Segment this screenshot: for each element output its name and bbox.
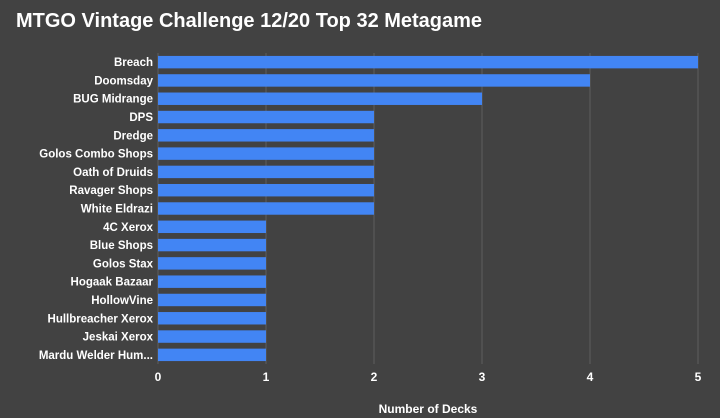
bar xyxy=(158,74,590,87)
category-label: Dredge xyxy=(113,130,153,142)
bar xyxy=(158,129,374,142)
category-label: Ravager Shops xyxy=(69,185,153,197)
x-tick-label: 0 xyxy=(155,370,162,384)
bar xyxy=(158,110,374,124)
category-label: Hogaak Bazaar xyxy=(71,277,154,289)
x-tick-label: 1 xyxy=(263,370,270,384)
category-label: Golos Combo Shops xyxy=(39,149,153,161)
category-label: HollowVine xyxy=(91,295,153,307)
bar xyxy=(158,165,374,179)
x-tick-label: 3 xyxy=(479,370,486,384)
bar xyxy=(158,293,266,307)
x-tick-label: 5 xyxy=(695,370,702,384)
category-label: 4C Xerox xyxy=(103,222,153,234)
category-label: Blue Shops xyxy=(90,240,153,252)
category-label: Hullbreacher Xerox xyxy=(48,313,154,325)
bar xyxy=(158,220,266,234)
bar xyxy=(158,183,374,197)
category-label: White Eldrazi xyxy=(81,204,153,216)
bar xyxy=(158,92,482,105)
bar xyxy=(158,257,266,270)
category-label: Mardu Welder Hum... xyxy=(39,350,153,362)
bar xyxy=(158,202,374,215)
bar xyxy=(158,312,266,325)
x-axis-label: Number of Decks xyxy=(379,402,478,416)
category-label: DPS xyxy=(129,112,153,124)
bar xyxy=(158,147,374,160)
category-label: Jeskai Xerox xyxy=(83,332,154,344)
bar xyxy=(158,330,266,343)
bar xyxy=(158,238,266,252)
bar xyxy=(158,55,698,69)
category-label: Breach xyxy=(114,57,153,69)
category-label: Oath of Druids xyxy=(73,167,153,179)
bar xyxy=(158,348,266,362)
chart-title: MTGO Vintage Challenge 12/20 Top 32 Meta… xyxy=(16,10,483,32)
bar xyxy=(158,275,266,288)
x-tick-label: 4 xyxy=(587,370,594,384)
x-tick-label: 2 xyxy=(371,370,378,384)
category-label: Golos Stax xyxy=(93,258,154,270)
category-label: Doomsday xyxy=(94,75,153,87)
category-label: BUG Midrange xyxy=(73,94,153,106)
